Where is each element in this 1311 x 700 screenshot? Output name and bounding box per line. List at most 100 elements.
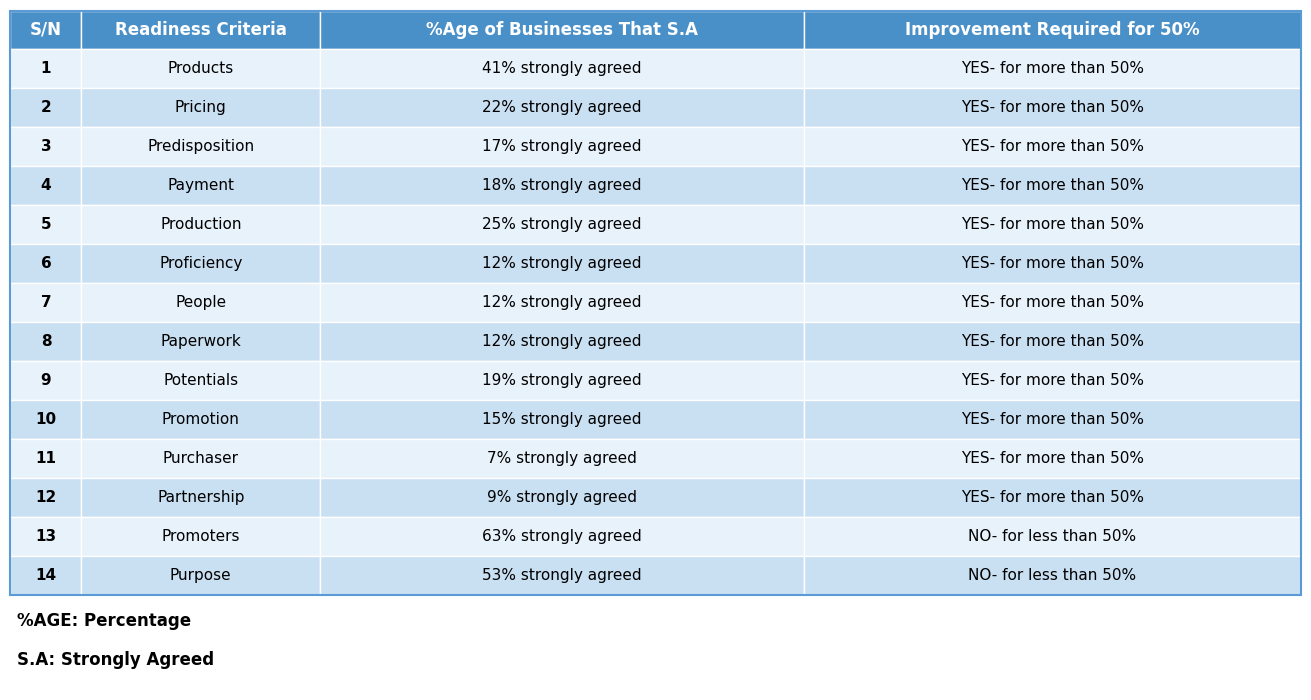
Bar xyxy=(81,517,320,556)
Bar xyxy=(81,50,320,88)
Text: 12% strongly agreed: 12% strongly agreed xyxy=(482,334,641,349)
Bar xyxy=(81,244,320,284)
Bar xyxy=(320,244,804,284)
Bar xyxy=(320,10,804,50)
Bar xyxy=(320,284,804,322)
Text: Production: Production xyxy=(160,217,241,232)
Bar xyxy=(804,478,1301,517)
Text: Potentials: Potentials xyxy=(163,373,239,389)
Text: 9: 9 xyxy=(41,373,51,389)
Text: Proficiency: Proficiency xyxy=(159,256,243,272)
Text: 19% strongly agreed: 19% strongly agreed xyxy=(482,373,642,389)
Text: 13: 13 xyxy=(35,529,56,544)
Text: Readiness Criteria: Readiness Criteria xyxy=(115,21,287,39)
Text: Payment: Payment xyxy=(168,178,235,193)
Text: Predisposition: Predisposition xyxy=(147,139,254,155)
Text: Promoters: Promoters xyxy=(161,529,240,544)
Bar xyxy=(320,167,804,205)
Text: YES- for more than 50%: YES- for more than 50% xyxy=(961,451,1143,466)
Bar xyxy=(320,88,804,127)
Bar xyxy=(804,127,1301,167)
Text: Promotion: Promotion xyxy=(161,412,240,427)
Bar xyxy=(320,517,804,556)
Bar xyxy=(320,361,804,400)
Bar xyxy=(81,284,320,322)
Bar xyxy=(804,322,1301,361)
Text: 10: 10 xyxy=(35,412,56,427)
Text: Purchaser: Purchaser xyxy=(163,451,239,466)
Text: YES- for more than 50%: YES- for more than 50% xyxy=(961,256,1143,272)
Bar xyxy=(10,88,81,127)
Bar xyxy=(804,167,1301,205)
Text: Improvement Required for 50%: Improvement Required for 50% xyxy=(905,21,1200,39)
Text: 8: 8 xyxy=(41,334,51,349)
Bar xyxy=(804,284,1301,322)
Bar xyxy=(320,322,804,361)
Text: S/N: S/N xyxy=(30,21,62,39)
Text: Paperwork: Paperwork xyxy=(160,334,241,349)
Bar xyxy=(804,10,1301,50)
Bar xyxy=(10,517,81,556)
Text: 53% strongly agreed: 53% strongly agreed xyxy=(482,568,642,583)
Bar xyxy=(320,205,804,244)
Bar xyxy=(10,50,81,88)
Bar xyxy=(10,127,81,167)
Text: NO- for less than 50%: NO- for less than 50% xyxy=(968,529,1137,544)
Text: YES- for more than 50%: YES- for more than 50% xyxy=(961,217,1143,232)
Bar xyxy=(10,284,81,322)
Bar xyxy=(804,361,1301,400)
Bar xyxy=(320,127,804,167)
Text: %Age of Businesses That S.A: %Age of Businesses That S.A xyxy=(426,21,697,39)
Text: 41% strongly agreed: 41% strongly agreed xyxy=(482,62,641,76)
Bar xyxy=(804,205,1301,244)
Text: NO- for less than 50%: NO- for less than 50% xyxy=(968,568,1137,583)
Text: YES- for more than 50%: YES- for more than 50% xyxy=(961,139,1143,155)
Text: 7: 7 xyxy=(41,295,51,310)
Text: 2: 2 xyxy=(41,100,51,116)
Text: 14: 14 xyxy=(35,568,56,583)
Bar xyxy=(81,478,320,517)
Bar xyxy=(10,205,81,244)
Text: YES- for more than 50%: YES- for more than 50% xyxy=(961,295,1143,310)
Bar xyxy=(320,50,804,88)
Text: 11: 11 xyxy=(35,451,56,466)
Text: 7% strongly agreed: 7% strongly agreed xyxy=(486,451,637,466)
Bar xyxy=(81,556,320,595)
Bar xyxy=(320,400,804,439)
Bar xyxy=(320,439,804,478)
Text: YES- for more than 50%: YES- for more than 50% xyxy=(961,334,1143,349)
Text: 63% strongly agreed: 63% strongly agreed xyxy=(482,529,642,544)
Bar xyxy=(81,439,320,478)
Text: 5: 5 xyxy=(41,217,51,232)
Text: People: People xyxy=(176,295,227,310)
Text: Products: Products xyxy=(168,62,233,76)
Bar xyxy=(81,400,320,439)
Text: YES- for more than 50%: YES- for more than 50% xyxy=(961,373,1143,389)
Bar xyxy=(10,439,81,478)
Bar xyxy=(81,127,320,167)
Text: 6: 6 xyxy=(41,256,51,272)
Bar xyxy=(804,439,1301,478)
Bar xyxy=(10,478,81,517)
Bar xyxy=(804,556,1301,595)
Text: S.A: Strongly Agreed: S.A: Strongly Agreed xyxy=(17,651,214,669)
Text: Purpose: Purpose xyxy=(170,568,232,583)
Text: YES- for more than 50%: YES- for more than 50% xyxy=(961,100,1143,116)
Bar xyxy=(10,322,81,361)
Bar xyxy=(804,88,1301,127)
Bar xyxy=(81,167,320,205)
Bar xyxy=(81,88,320,127)
Bar xyxy=(10,556,81,595)
Text: 18% strongly agreed: 18% strongly agreed xyxy=(482,178,641,193)
Text: YES- for more than 50%: YES- for more than 50% xyxy=(961,62,1143,76)
Bar xyxy=(804,244,1301,284)
Text: Partnership: Partnership xyxy=(157,490,245,505)
Bar xyxy=(804,400,1301,439)
Bar xyxy=(320,478,804,517)
Bar xyxy=(804,517,1301,556)
Bar xyxy=(320,556,804,595)
Bar xyxy=(10,10,81,50)
Bar xyxy=(81,205,320,244)
Text: 1: 1 xyxy=(41,62,51,76)
Bar xyxy=(804,50,1301,88)
